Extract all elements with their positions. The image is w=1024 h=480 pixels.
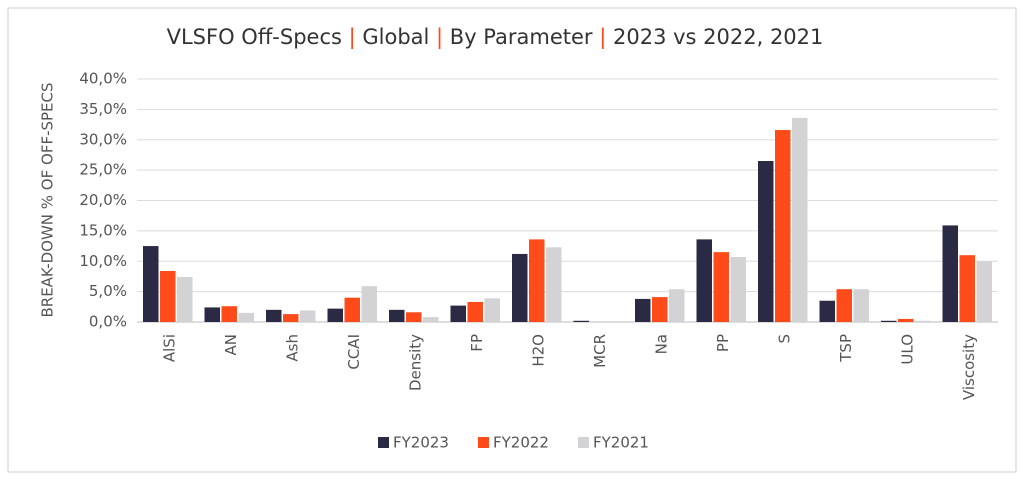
bar xyxy=(450,305,466,322)
bar xyxy=(361,286,377,322)
bar xyxy=(512,253,528,322)
x-tick-label: ULO xyxy=(898,334,916,365)
bar xyxy=(160,270,176,322)
bar xyxy=(283,314,299,322)
legend-label: FY2022 xyxy=(493,434,549,452)
y-tick-label: 35,0% xyxy=(79,100,127,118)
bar xyxy=(976,261,992,322)
title-separator: | xyxy=(436,25,443,50)
chart-title: VLSFO Off-Specs | Global | By Parameter … xyxy=(167,25,824,50)
x-tick-label: AN xyxy=(222,334,240,355)
x-tick-label: S xyxy=(775,334,793,344)
x-tick-label: TSP xyxy=(837,334,855,363)
y-tick-label: 40,0% xyxy=(79,70,127,88)
bar xyxy=(819,300,835,322)
bar xyxy=(406,312,422,322)
bar xyxy=(652,297,668,322)
bar xyxy=(300,310,316,322)
bar xyxy=(792,117,808,322)
y-tick-label: 25,0% xyxy=(79,161,127,179)
x-tick-label: CCAI xyxy=(345,334,363,370)
bar xyxy=(853,289,869,322)
x-tick-label: Density xyxy=(406,334,424,391)
chart-frame xyxy=(7,7,1017,473)
bar xyxy=(327,308,343,322)
bar xyxy=(959,255,975,322)
y-tick-label: 5,0% xyxy=(89,282,127,300)
title-part: VLSFO Off-Specs xyxy=(167,25,349,49)
x-tick-label: MCR xyxy=(591,334,609,368)
title-part: 2023 vs 2022, 2021 xyxy=(606,25,823,49)
bar xyxy=(177,277,193,322)
bar xyxy=(881,320,897,322)
title-part: Global xyxy=(356,25,436,49)
x-tick-label: Na xyxy=(652,334,670,354)
bar xyxy=(204,307,220,322)
bar xyxy=(915,320,931,322)
y-axis-label: BREAK-DOWN % OF OFF-SPECS xyxy=(39,82,57,317)
bar xyxy=(942,225,958,322)
bar xyxy=(696,239,712,322)
legend-swatch xyxy=(478,437,489,448)
y-tick-label: 20,0% xyxy=(79,191,127,209)
bar xyxy=(238,312,254,322)
legend-label: FY2021 xyxy=(593,434,649,452)
x-tick-label: H2O xyxy=(529,334,547,367)
bar xyxy=(730,256,746,322)
y-tick-label: 0,0% xyxy=(89,313,127,331)
bar xyxy=(423,317,439,322)
bar xyxy=(898,318,914,322)
x-tick-label: PP xyxy=(714,334,732,352)
bar xyxy=(389,309,405,322)
bar xyxy=(635,298,651,322)
title-part: By Parameter xyxy=(443,25,599,49)
bar xyxy=(266,309,282,322)
title-separator: | xyxy=(599,25,606,50)
bar xyxy=(836,289,852,322)
bar xyxy=(344,297,360,322)
x-tick-label: FP xyxy=(468,334,486,352)
legend-swatch xyxy=(578,437,589,448)
bar xyxy=(669,289,685,322)
y-tick-label: 10,0% xyxy=(79,252,127,270)
title-separator: | xyxy=(349,25,356,50)
bar xyxy=(221,306,237,322)
bar xyxy=(573,320,589,322)
bar xyxy=(775,130,791,322)
bar xyxy=(467,301,483,322)
bar xyxy=(529,239,545,322)
x-tick-label: Viscosity xyxy=(960,334,978,400)
legend-swatch xyxy=(378,437,389,448)
bar xyxy=(143,246,159,322)
x-tick-label: AlSi xyxy=(160,334,178,362)
bar xyxy=(546,247,562,322)
legend-label: FY2023 xyxy=(393,434,449,452)
bar xyxy=(758,161,774,322)
bar xyxy=(713,252,729,322)
bar xyxy=(484,298,500,322)
y-tick-label: 30,0% xyxy=(79,130,127,148)
x-tick-label: Ash xyxy=(283,334,301,362)
y-tick-label: 15,0% xyxy=(79,221,127,239)
